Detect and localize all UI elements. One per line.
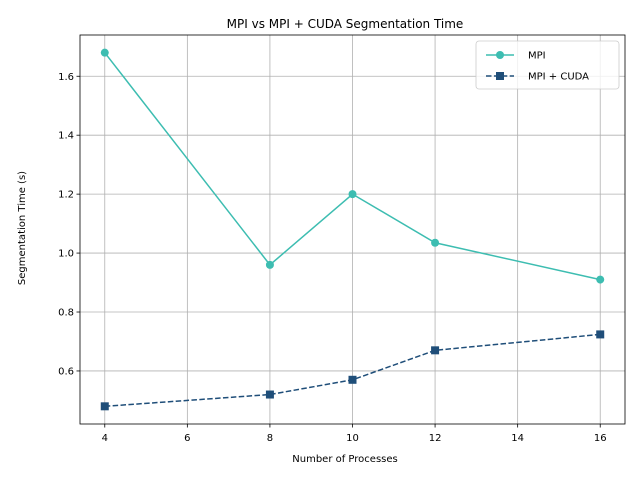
x-tick-label: 16 xyxy=(594,433,607,444)
data-point-mpi xyxy=(431,238,440,247)
data-point-mpi-cuda xyxy=(348,375,357,384)
x-tick-label: 14 xyxy=(511,433,524,444)
data-point-mpi-cuda xyxy=(100,402,109,411)
y-tick-label: 1.4 xyxy=(58,131,74,142)
plot-frame xyxy=(79,34,626,425)
data-point-mpi xyxy=(596,275,605,284)
data-point-mpi xyxy=(348,190,357,199)
series-layer xyxy=(100,48,605,411)
x-tick-label: 6 xyxy=(184,433,190,444)
y-tick-label: 1.2 xyxy=(58,190,74,201)
legend-marker xyxy=(496,72,504,80)
x-tick-label: 4 xyxy=(102,433,108,444)
y-tick-label: 1.6 xyxy=(58,72,74,83)
x-tick-label: 12 xyxy=(429,433,442,444)
legend-label: MPI + CUDA xyxy=(528,72,589,83)
axes: 4 6 8 10 12 14 16 0.6 0.8 1.0 1.2 1.4 1.6 xyxy=(58,34,626,444)
data-point-mpi-cuda xyxy=(431,346,440,355)
legend-marker xyxy=(496,51,504,59)
y-tick-label: 0.6 xyxy=(58,366,74,377)
legend-label: MPI xyxy=(528,51,546,62)
x-tick-label: 8 xyxy=(267,433,273,444)
data-point-mpi xyxy=(100,48,109,57)
legend-box xyxy=(475,40,620,90)
chart-title: MPI vs MPI + CUDA Segmentation Time xyxy=(227,17,464,31)
x-axis-label: Number of Processes xyxy=(292,454,397,465)
y-tick-label: 0.8 xyxy=(58,308,74,319)
legend: MPI MPI + CUDA xyxy=(475,40,620,90)
data-point-mpi-cuda xyxy=(596,330,605,339)
grid xyxy=(80,35,625,424)
x-tick-label: 10 xyxy=(346,433,359,444)
data-point-mpi xyxy=(265,260,274,269)
y-axis-label: Segmentation Time (s) xyxy=(17,171,28,285)
y-tick-label: 1.0 xyxy=(58,249,74,260)
data-point-mpi-cuda xyxy=(265,390,274,399)
